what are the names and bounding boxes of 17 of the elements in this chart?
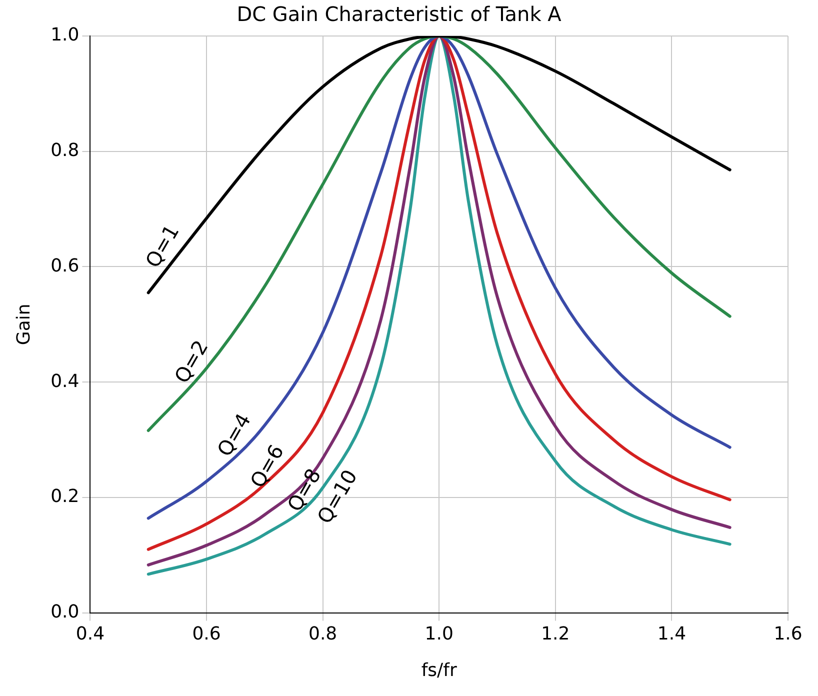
- y-axis-title: Gain: [13, 304, 34, 346]
- x-tick-label: 1.6: [774, 623, 802, 644]
- y-tick-label: 0.6: [50, 255, 80, 276]
- x-tick-label: 0.8: [308, 623, 338, 644]
- chart-title: DC Gain Characteristic of Tank A: [236, 2, 562, 26]
- x-tick-label: 1.0: [424, 623, 454, 644]
- x-tick-label: 1.2: [541, 623, 570, 644]
- x-tick-label: 1.4: [657, 623, 686, 644]
- x-tick-label: 0.6: [192, 623, 221, 644]
- line-series: [146, 36, 732, 294]
- y-tick-label: 0.8: [50, 140, 80, 162]
- x-axis-title: fs/fr: [421, 660, 458, 681]
- y-tick-label: 0.4: [50, 370, 80, 392]
- x-tick-label: 0.4: [76, 623, 105, 644]
- y-tick-label: 0.2: [50, 486, 80, 508]
- y-tick-label: 0.0: [50, 601, 80, 622]
- y-tick-label: 1.0: [50, 24, 80, 46]
